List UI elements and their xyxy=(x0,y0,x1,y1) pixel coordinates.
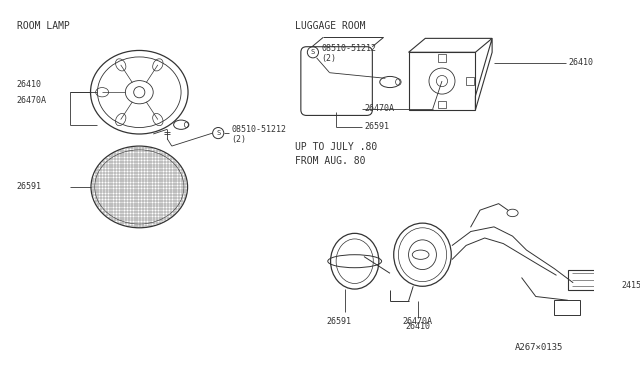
Text: 08510-51212: 08510-51212 xyxy=(231,125,286,134)
Bar xyxy=(568,270,598,290)
Text: LUGGAGE ROOM: LUGGAGE ROOM xyxy=(295,21,366,31)
Text: ROOM LAMP: ROOM LAMP xyxy=(17,21,70,31)
Text: 26470A: 26470A xyxy=(17,96,47,105)
Text: 26591: 26591 xyxy=(364,122,389,131)
Text: 24159: 24159 xyxy=(621,281,640,290)
Text: 26410: 26410 xyxy=(568,58,593,67)
Text: 26470A: 26470A xyxy=(402,317,432,326)
Text: 26410: 26410 xyxy=(406,323,431,331)
Text: 26591: 26591 xyxy=(17,182,42,192)
Bar xyxy=(554,300,580,315)
Text: FROM AUG. 80: FROM AUG. 80 xyxy=(295,156,366,166)
Text: 26470A: 26470A xyxy=(364,105,394,113)
Text: (2): (2) xyxy=(321,54,336,63)
Bar xyxy=(438,100,445,108)
Text: 26591: 26591 xyxy=(327,317,352,326)
Bar xyxy=(408,52,476,110)
Text: UP TO JULY .80: UP TO JULY .80 xyxy=(295,142,378,152)
Text: (2): (2) xyxy=(231,135,246,144)
Text: 08510-51212: 08510-51212 xyxy=(321,44,376,53)
Text: S: S xyxy=(311,49,315,55)
Text: 26410: 26410 xyxy=(17,80,42,89)
Bar xyxy=(466,77,474,85)
Text: S: S xyxy=(216,130,220,136)
Bar xyxy=(438,54,445,62)
Text: A267×0135: A267×0135 xyxy=(515,343,564,352)
